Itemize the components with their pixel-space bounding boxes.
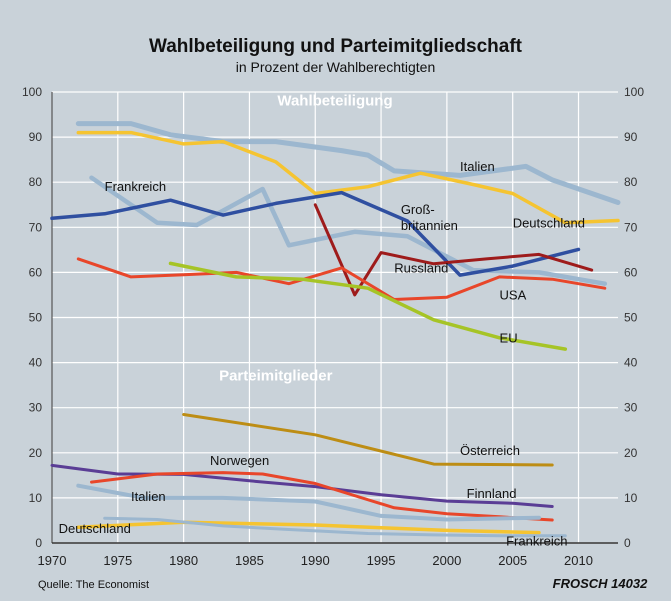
series-label-members-finnland: Finnland <box>467 486 517 501</box>
grid <box>51 91 618 544</box>
series-line-members-norwegen <box>90 471 554 522</box>
series-line-turnout-usa <box>76 257 607 301</box>
series-labels: Wahlbeteiligung Parteimitglieder Italien De… <box>59 93 585 549</box>
series-label-members-oesterreich: Österreich <box>460 443 520 458</box>
series-label-line: Groß- <box>401 202 435 217</box>
y-tick-label-right: 50 <box>624 311 638 325</box>
source-note: Quelle: The Economist <box>38 579 149 591</box>
y-tick-label-left: 50 <box>29 311 43 325</box>
axis-ticks: 0 0 10 10 20 20 30 30 40 40 50 50 60 60 70 70 80 80 90 90 10… <box>22 85 644 568</box>
x-tick-label: 2005 <box>498 553 527 568</box>
series-line-turnout-russland <box>313 203 594 297</box>
series-label-turnout-eu: EU <box>500 330 518 345</box>
series-line-turnout-grossbritannien <box>50 190 581 277</box>
series-line-turnout-frankreich <box>89 175 608 286</box>
y-tick-label-right: 90 <box>624 130 638 144</box>
y-tick-label-left: 60 <box>29 265 43 279</box>
y-tick-label-left: 10 <box>29 491 43 505</box>
series-label-turnout-usa: USA <box>500 287 527 302</box>
series-line-members-finnland <box>50 463 554 508</box>
series-lines <box>50 121 621 538</box>
x-tick-label: 2000 <box>432 553 461 568</box>
series-label-turnout-russland: Russland <box>394 260 448 275</box>
y-tick-label-right: 60 <box>624 265 638 279</box>
y-tick-label-left: 80 <box>29 175 43 189</box>
y-tick-label-left: 100 <box>22 85 42 99</box>
series-label-turnout-frankreich: Frankreich <box>105 179 166 194</box>
series-line-members-italien <box>76 483 541 522</box>
series-label-members-deutschland: Deutschland <box>59 521 131 536</box>
series-line-members-frankreich <box>103 516 567 538</box>
y-tick-label-right: 40 <box>624 356 638 370</box>
series-label-line: britannien <box>401 218 458 233</box>
y-tick-label-right: 80 <box>624 175 638 189</box>
credit-signature: FROSCH 14032 <box>553 576 648 591</box>
chart-subtitle: in Prozent der Wahlberechtigten <box>236 59 435 75</box>
y-tick-label-right: 0 <box>624 536 631 550</box>
section-label: Wahlbeteiligung <box>277 93 392 110</box>
y-tick-label-left: 30 <box>29 401 43 415</box>
series-label-members-norwegen: Norwegen <box>210 453 269 468</box>
x-tick-label: 1990 <box>301 553 330 568</box>
x-tick-label: 1980 <box>169 553 198 568</box>
y-tick-label-left: 40 <box>29 356 43 370</box>
series-label-members-frankreich: Frankreich <box>506 533 567 548</box>
series-label-turnout-deutschland: Deutschland <box>513 215 585 230</box>
y-tick-label-right: 10 <box>624 491 638 505</box>
series-line-turnout-deutschland <box>76 130 620 225</box>
series-line-members-deutschland <box>76 520 541 535</box>
y-tick-label-left: 0 <box>35 536 42 550</box>
series-label-turnout-grossbritannien: Groß-britannien <box>401 202 458 233</box>
series-label-turnout-italien: Italien <box>460 159 495 174</box>
y-tick-label-right: 70 <box>624 220 638 234</box>
series-line-members-oesterreich <box>182 413 554 467</box>
x-tick-label: 1970 <box>38 553 67 568</box>
y-tick-label-left: 70 <box>29 220 43 234</box>
x-tick-label: 1995 <box>367 553 396 568</box>
y-tick-label-left: 20 <box>29 446 43 460</box>
x-tick-label: 2010 <box>564 553 593 568</box>
section-label: Parteimitglieder <box>219 368 333 385</box>
chart-title: Wahlbeteiligung und Parteimitgliedschaft <box>149 36 523 57</box>
y-tick-label-left: 90 <box>29 130 43 144</box>
x-tick-label: 1975 <box>103 553 132 568</box>
series-line-turnout-italien <box>75 121 621 205</box>
y-tick-label-right: 100 <box>624 85 644 99</box>
y-tick-label-right: 20 <box>624 446 638 460</box>
series-line-turnout-eu <box>168 261 568 351</box>
x-tick-label: 1985 <box>235 553 264 568</box>
y-tick-label-right: 30 <box>624 401 638 415</box>
series-label-members-italien: Italien <box>131 489 166 504</box>
